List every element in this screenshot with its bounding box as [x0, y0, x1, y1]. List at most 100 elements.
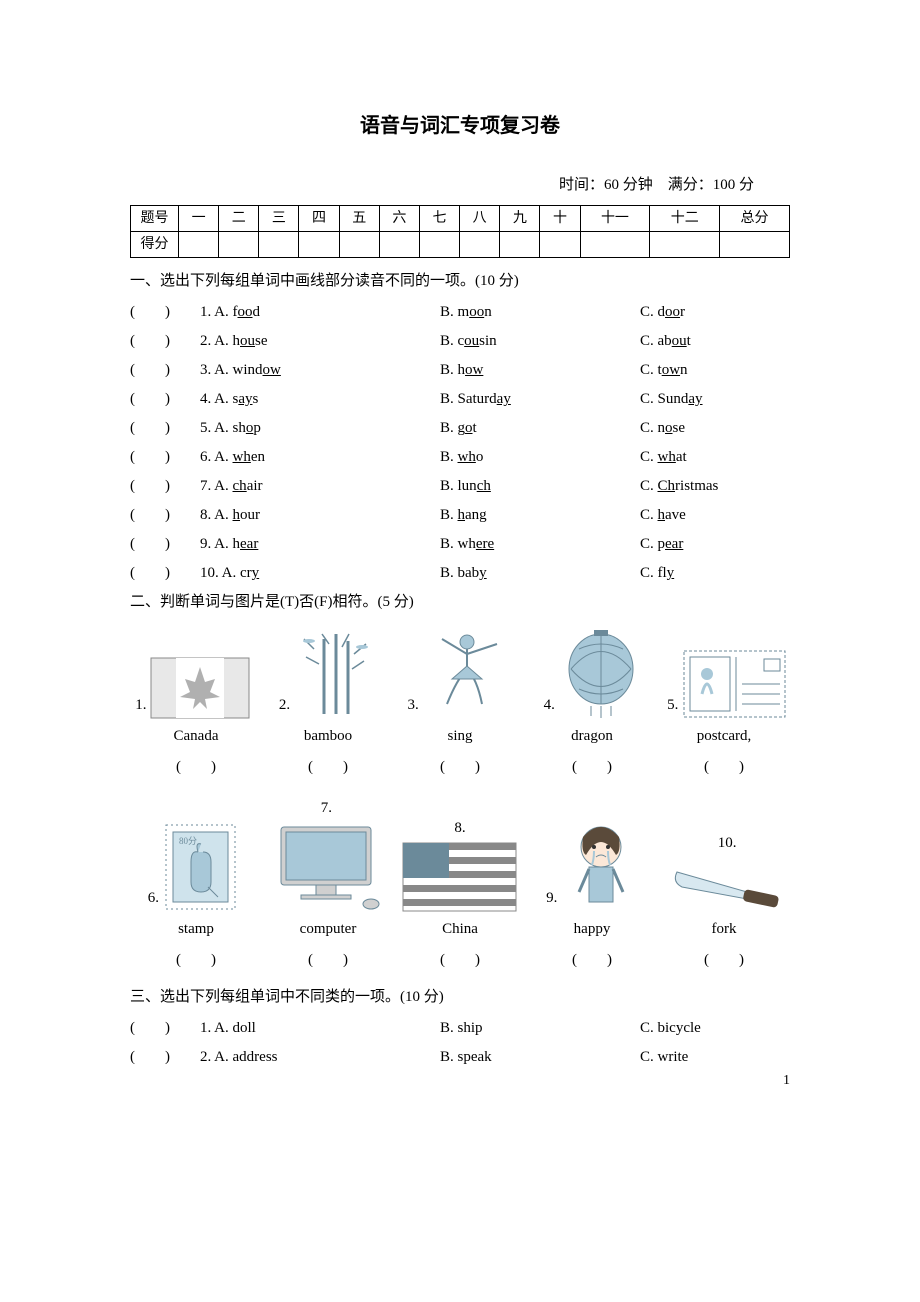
- pic-label: Canada: [130, 723, 262, 750]
- question-row: ( )7. A. chairB. lunchC. Christmas: [130, 473, 790, 500]
- answer-blank[interactable]: ( ): [130, 444, 200, 471]
- stamp-icon: 80分: [163, 822, 238, 912]
- option-c: C. fly: [640, 560, 674, 587]
- pic-num: 7.: [321, 795, 332, 822]
- pic-label: China: [394, 916, 526, 943]
- page-number: 1: [783, 1068, 790, 1093]
- score-blank-cell[interactable]: [540, 232, 580, 258]
- score-blank-cell[interactable]: [580, 232, 650, 258]
- option-a: 2. A. house: [200, 328, 440, 355]
- pic-num: 4.: [544, 692, 555, 719]
- answer-blank[interactable]: ( ): [130, 328, 200, 355]
- option-a: 10. A. cry: [200, 560, 440, 587]
- pic-num: 1.: [135, 692, 146, 719]
- paren-row-2: ( ) ( ) ( ) ( ) ( ): [130, 947, 790, 974]
- sad-girl-icon: [561, 817, 641, 912]
- score-blank-cell[interactable]: [650, 232, 720, 258]
- answer-blank[interactable]: ( ): [526, 754, 658, 781]
- score-label-cell: 得分: [131, 232, 179, 258]
- option-a: 1. A. food: [200, 299, 440, 326]
- answer-blank[interactable]: ( ): [526, 947, 658, 974]
- score-blank-cell[interactable]: [339, 232, 379, 258]
- option-c: C. pear: [640, 531, 683, 558]
- answer-blank[interactable]: ( ): [130, 947, 262, 974]
- paren-row-1: ( ) ( ) ( ) ( ) ( ): [130, 754, 790, 781]
- option-c: C. Sunday: [640, 386, 703, 413]
- pic-num: 9.: [546, 885, 557, 912]
- option-b: B. how: [440, 357, 640, 384]
- score-header-cell: 一: [179, 206, 219, 232]
- answer-blank[interactable]: ( ): [658, 754, 790, 781]
- computer-icon: [266, 822, 386, 912]
- pic-num: 5.: [667, 692, 678, 719]
- option-a: 3. A. window: [200, 357, 440, 384]
- section1-body: ( )1. A. foodB. moonC. door( )2. A. hous…: [130, 299, 790, 587]
- option-c: C. write: [640, 1044, 688, 1071]
- score-header-cell: 二: [219, 206, 259, 232]
- answer-blank[interactable]: ( ): [130, 560, 200, 587]
- score-blank-cell[interactable]: [460, 232, 500, 258]
- score-header-cell: 七: [419, 206, 459, 232]
- pic-label: postcard,: [658, 723, 790, 750]
- option-c: C. what: [640, 444, 687, 471]
- question-row: ( )9. A. hearB. whereC. pear: [130, 531, 790, 558]
- answer-blank[interactable]: ( ): [394, 947, 526, 974]
- option-b: B. moon: [440, 299, 640, 326]
- score-blank-cell[interactable]: [299, 232, 339, 258]
- section2-head: 二、判断单词与图片是(T)否(F)相符。(5 分): [130, 589, 790, 616]
- option-a: 4. A. says: [200, 386, 440, 413]
- question-row: ( )10. A. cryB. babyC. fly: [130, 560, 790, 587]
- option-a: 2. A. address: [200, 1044, 440, 1071]
- question-row: ( )3. A. windowB. howC. town: [130, 357, 790, 384]
- score-header-cell: 九: [500, 206, 540, 232]
- question-row: ( )2. A. addressB. speakC. write: [130, 1044, 790, 1071]
- score-header-cell: 十一: [580, 206, 650, 232]
- answer-blank[interactable]: ( ): [658, 947, 790, 974]
- score-blank-cell[interactable]: [419, 232, 459, 258]
- us-flag-icon: [402, 842, 517, 912]
- option-b: B. Saturday: [440, 386, 640, 413]
- score-blank-cell[interactable]: [500, 232, 540, 258]
- score-blank-cell[interactable]: [379, 232, 419, 258]
- pic-label: computer: [262, 916, 394, 943]
- answer-blank[interactable]: ( ): [130, 754, 262, 781]
- answer-blank[interactable]: ( ): [130, 299, 200, 326]
- pic-label: fork: [658, 916, 790, 943]
- question-row: ( )4. A. saysB. SaturdayC. Sunday: [130, 386, 790, 413]
- option-a: 7. A. chair: [200, 473, 440, 500]
- score-blank-cell[interactable]: [219, 232, 259, 258]
- answer-blank[interactable]: ( ): [262, 754, 394, 781]
- option-b: B. baby: [440, 560, 640, 587]
- score-blank-cell[interactable]: [720, 232, 790, 258]
- answer-blank[interactable]: ( ): [130, 1044, 200, 1071]
- score-header-cell: 十二: [650, 206, 720, 232]
- answer-blank[interactable]: ( ): [130, 357, 200, 384]
- answer-blank[interactable]: ( ): [130, 502, 200, 529]
- pic-label: dragon: [526, 723, 658, 750]
- bamboo-icon: [294, 629, 374, 719]
- option-b: B. got: [440, 415, 640, 442]
- option-b: B. who: [440, 444, 640, 471]
- answer-blank[interactable]: ( ): [394, 754, 526, 781]
- answer-blank[interactable]: ( ): [130, 1015, 200, 1042]
- score-blank-cell[interactable]: [179, 232, 219, 258]
- answer-blank[interactable]: ( ): [262, 947, 394, 974]
- option-c: C. have: [640, 502, 686, 529]
- score-blank-cell[interactable]: [259, 232, 299, 258]
- option-a: 6. A. when: [200, 444, 440, 471]
- answer-blank[interactable]: ( ): [130, 415, 200, 442]
- answer-blank[interactable]: ( ): [130, 386, 200, 413]
- picture-row-1: 1. 2. 3. 4. 5.: [130, 624, 790, 719]
- score-header-cell: 总分: [720, 206, 790, 232]
- option-a: 9. A. hear: [200, 531, 440, 558]
- answer-blank[interactable]: ( ): [130, 531, 200, 558]
- score-table: 题号 一 二 三 四 五 六 七 八 九 十 十一 十二 总分 得分: [130, 205, 790, 258]
- question-row: ( )1. A. dollB. shipC. bicycle: [130, 1015, 790, 1042]
- option-b: B. cousin: [440, 328, 640, 355]
- option-b: B. where: [440, 531, 640, 558]
- pic-num: 10.: [718, 830, 737, 857]
- table-row: 题号 一 二 三 四 五 六 七 八 九 十 十一 十二 总分: [131, 206, 790, 232]
- answer-blank[interactable]: ( ): [130, 473, 200, 500]
- question-row: ( )1. A. foodB. moonC. door: [130, 299, 790, 326]
- option-b: B. ship: [440, 1015, 640, 1042]
